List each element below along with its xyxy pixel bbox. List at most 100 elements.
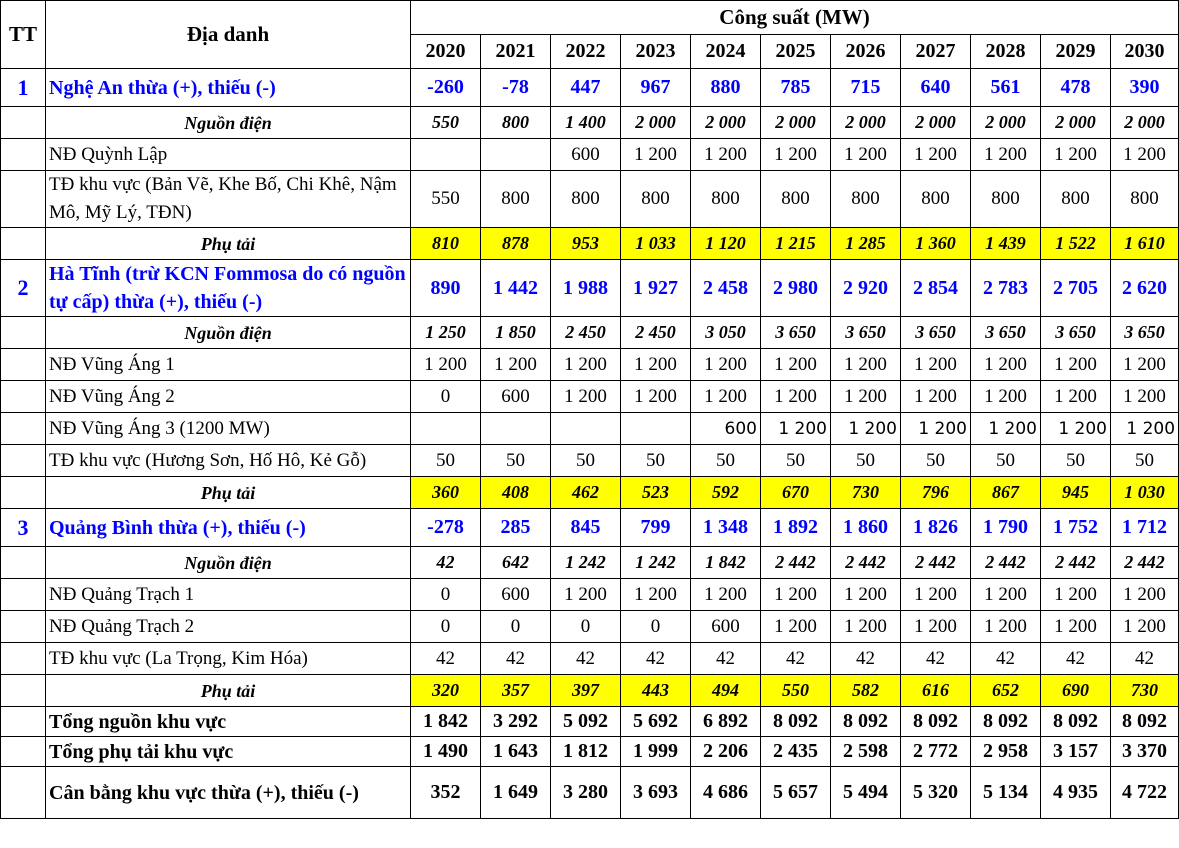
load-row: Phụ tải 360 408 462 523 592 670 730 796 867 945 1 0… bbox=[0, 476, 1179, 509]
value-cell: 2 000 bbox=[1040, 106, 1111, 139]
value-cell: 3 050 bbox=[690, 316, 761, 349]
value-cell: 42 bbox=[410, 642, 481, 675]
value-cell: 616 bbox=[900, 674, 971, 707]
value-cell: 1 200 bbox=[900, 380, 971, 413]
value-cell: 8 092 bbox=[970, 706, 1041, 737]
value-cell: 0 bbox=[410, 380, 481, 413]
row-number: 3 bbox=[0, 508, 46, 547]
value-cell: 1 826 bbox=[900, 508, 971, 547]
value-cell: 550 bbox=[410, 170, 481, 228]
value-cell: 1 988 bbox=[550, 259, 621, 317]
value-cell bbox=[480, 138, 551, 171]
value-cell: 2 000 bbox=[970, 106, 1041, 139]
value-cell: 1 215 bbox=[760, 227, 831, 260]
value-cell: 690 bbox=[1040, 674, 1111, 707]
value-cell: 800 bbox=[550, 170, 621, 228]
value-cell: 2 854 bbox=[900, 259, 971, 317]
value-cell: 845 bbox=[550, 508, 621, 547]
value-cell: 443 bbox=[620, 674, 691, 707]
row-label: Tổng phụ tải khu vực bbox=[45, 736, 411, 767]
value-cell: 600 bbox=[690, 610, 761, 643]
row-number bbox=[0, 316, 46, 349]
power-balance-table: TT Địa danh Công suất (MW) 2020 2021 2022 2… bbox=[0, 0, 1179, 819]
value-cell: 1 860 bbox=[830, 508, 901, 547]
value-cell: 1 610 bbox=[1109, 227, 1179, 260]
value-cell: 2 000 bbox=[690, 106, 761, 139]
value-cell: 0 bbox=[410, 578, 481, 611]
prov-row: 1 Nghệ An thừa (+), thiếu (-) -260 -78 447 96… bbox=[0, 68, 1179, 107]
value-cell: 2 206 bbox=[690, 736, 761, 767]
value-cell: 1 360 bbox=[900, 227, 971, 260]
total-row: Tổng phụ tải khu vực 1 490 1 643 1 812 1 999… bbox=[0, 736, 1179, 767]
value-cell: 800 bbox=[690, 170, 761, 228]
value-cell: 1 200 bbox=[690, 380, 761, 413]
value-cell: 1 790 bbox=[970, 508, 1041, 547]
value-cell: 42 bbox=[620, 642, 691, 675]
value-cell: 2 620 bbox=[1109, 259, 1179, 317]
plant-row: NĐ Vũng Áng 3 (1200 MW) 600 1 200 1 200 1 20… bbox=[0, 412, 1179, 445]
value-cell bbox=[410, 138, 481, 171]
value-cell: 2 442 bbox=[1040, 546, 1111, 579]
value-cell: 1 200 bbox=[1040, 348, 1111, 381]
value-cell: 3 693 bbox=[620, 766, 691, 819]
value-cell: 1 752 bbox=[1040, 508, 1111, 547]
value-cell: 2 435 bbox=[760, 736, 831, 767]
row-label: Tổng nguồn khu vực bbox=[45, 706, 411, 737]
value-cell: 1 850 bbox=[480, 316, 551, 349]
value-cell: 2 772 bbox=[900, 736, 971, 767]
value-cell: 50 bbox=[970, 444, 1041, 477]
row-label: Nguồn điện bbox=[45, 106, 411, 139]
year-header: 2027 bbox=[900, 34, 971, 69]
value-cell: 8 092 bbox=[1040, 706, 1111, 737]
value-cell: 397 bbox=[550, 674, 621, 707]
value-cell: 1 200 bbox=[1109, 138, 1179, 171]
value-cell: 800 bbox=[1109, 170, 1179, 228]
value-cell: 800 bbox=[1040, 170, 1111, 228]
row-number bbox=[0, 444, 46, 477]
row-number bbox=[0, 170, 46, 228]
value-cell: 408 bbox=[480, 476, 551, 509]
value-cell: 3 292 bbox=[480, 706, 551, 737]
value-cell: 1 927 bbox=[620, 259, 691, 317]
value-cell: 1 200 bbox=[1040, 380, 1111, 413]
plant-row: NĐ Quảng Trạch 1 0 600 1 200 1 200 1 200 1 200… bbox=[0, 578, 1179, 611]
value-cell: 42 bbox=[550, 642, 621, 675]
value-cell: 1 200 bbox=[830, 380, 901, 413]
value-cell: 1 200 bbox=[830, 348, 901, 381]
value-cell: 42 bbox=[480, 642, 551, 675]
value-cell: 600 bbox=[690, 412, 761, 445]
value-cell: 1 120 bbox=[690, 227, 761, 260]
row-label: Nguồn điện bbox=[45, 316, 411, 349]
value-cell: 1 200 bbox=[830, 610, 901, 643]
value-cell: 1 812 bbox=[550, 736, 621, 767]
row-number bbox=[0, 138, 46, 171]
value-cell: 50 bbox=[550, 444, 621, 477]
year-header: 2021 bbox=[480, 34, 551, 69]
plant-row: NĐ Quảng Trạch 2 0 0 0 0 600 1 200 1 200 1 200 1 … bbox=[0, 610, 1179, 643]
total-row: Cân bằng khu vực thừa (+), thiếu (-) 352 1… bbox=[0, 766, 1179, 819]
value-cell: 1 400 bbox=[550, 106, 621, 139]
value-cell: 1 200 bbox=[620, 380, 691, 413]
row-label: Nghệ An thừa (+), thiếu (-) bbox=[45, 68, 411, 107]
value-cell: 1 200 bbox=[690, 578, 761, 611]
value-cell: 4 686 bbox=[690, 766, 761, 819]
value-cell: 1 200 bbox=[1109, 412, 1179, 445]
value-cell: 3 370 bbox=[1109, 736, 1179, 767]
row-number bbox=[0, 227, 46, 260]
value-cell: 50 bbox=[760, 444, 831, 477]
row-number bbox=[0, 736, 46, 767]
value-cell: 1 200 bbox=[550, 578, 621, 611]
row-number: 2 bbox=[0, 259, 46, 317]
value-cell: 1 200 bbox=[970, 138, 1041, 171]
row-number bbox=[0, 766, 46, 819]
value-cell: 1 200 bbox=[760, 578, 831, 611]
year-header: 2025 bbox=[760, 34, 831, 69]
value-cell: 890 bbox=[410, 259, 481, 317]
value-cell: 0 bbox=[410, 610, 481, 643]
value-cell: 600 bbox=[480, 380, 551, 413]
value-cell: 352 bbox=[410, 766, 481, 819]
value-cell: 945 bbox=[1040, 476, 1111, 509]
value-cell: 867 bbox=[970, 476, 1041, 509]
value-cell: 1 200 bbox=[550, 380, 621, 413]
value-cell: 1 200 bbox=[1040, 412, 1111, 445]
